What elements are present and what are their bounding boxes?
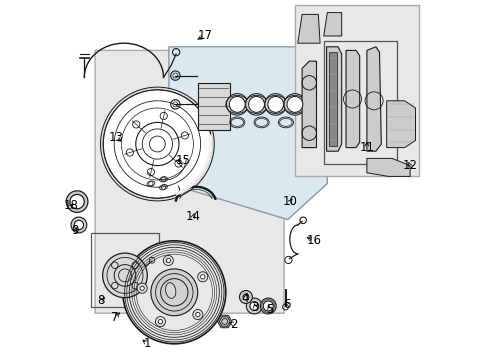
Text: 11: 11	[359, 141, 374, 154]
Text: 12: 12	[402, 159, 417, 172]
Circle shape	[243, 294, 248, 300]
Text: 8: 8	[97, 294, 104, 307]
Text: 16: 16	[306, 234, 321, 247]
Polygon shape	[386, 101, 415, 148]
Text: 10: 10	[282, 195, 297, 208]
Circle shape	[102, 253, 147, 298]
Text: 9: 9	[71, 224, 79, 237]
Polygon shape	[168, 47, 326, 220]
Circle shape	[200, 275, 204, 279]
Circle shape	[260, 298, 276, 314]
Circle shape	[158, 319, 162, 324]
Text: 2: 2	[229, 318, 237, 330]
Polygon shape	[326, 47, 341, 151]
Circle shape	[264, 94, 286, 115]
Circle shape	[140, 286, 144, 290]
Text: 4: 4	[242, 292, 249, 305]
Polygon shape	[294, 5, 418, 176]
Text: 5: 5	[265, 303, 273, 316]
Circle shape	[101, 87, 214, 201]
Circle shape	[229, 96, 244, 112]
Text: 1: 1	[143, 337, 151, 350]
Polygon shape	[366, 158, 409, 176]
Circle shape	[137, 283, 147, 293]
Text: 17: 17	[197, 29, 212, 42]
Bar	[323, 41, 397, 164]
Text: 6: 6	[282, 298, 290, 311]
Circle shape	[66, 191, 88, 212]
Polygon shape	[366, 47, 381, 151]
Circle shape	[239, 291, 252, 303]
Circle shape	[163, 256, 173, 266]
Text: 15: 15	[176, 154, 190, 167]
Circle shape	[267, 96, 283, 112]
Text: 13: 13	[108, 131, 123, 144]
Circle shape	[195, 312, 200, 317]
Circle shape	[70, 194, 84, 209]
Circle shape	[155, 316, 165, 327]
Text: 7: 7	[111, 311, 119, 324]
Text: 18: 18	[63, 199, 78, 212]
Circle shape	[122, 241, 225, 344]
Polygon shape	[323, 13, 341, 36]
Circle shape	[166, 258, 170, 263]
Text: 14: 14	[185, 210, 201, 222]
Circle shape	[197, 272, 207, 282]
Circle shape	[103, 90, 211, 198]
Text: 3: 3	[251, 301, 259, 314]
Bar	[91, 233, 159, 307]
Circle shape	[286, 96, 302, 112]
Polygon shape	[328, 52, 337, 146]
Circle shape	[71, 217, 87, 233]
Polygon shape	[302, 61, 316, 148]
Bar	[197, 83, 230, 130]
Circle shape	[226, 94, 247, 115]
Circle shape	[249, 302, 258, 310]
Circle shape	[246, 298, 262, 314]
Circle shape	[74, 220, 83, 230]
Polygon shape	[346, 50, 359, 148]
Circle shape	[103, 90, 211, 198]
Polygon shape	[297, 14, 320, 43]
Circle shape	[151, 269, 197, 316]
Polygon shape	[217, 315, 231, 328]
Ellipse shape	[165, 283, 176, 298]
Circle shape	[192, 310, 203, 320]
Circle shape	[284, 94, 305, 115]
Circle shape	[245, 94, 267, 115]
Polygon shape	[95, 50, 284, 313]
Circle shape	[263, 301, 273, 311]
Circle shape	[248, 96, 264, 112]
